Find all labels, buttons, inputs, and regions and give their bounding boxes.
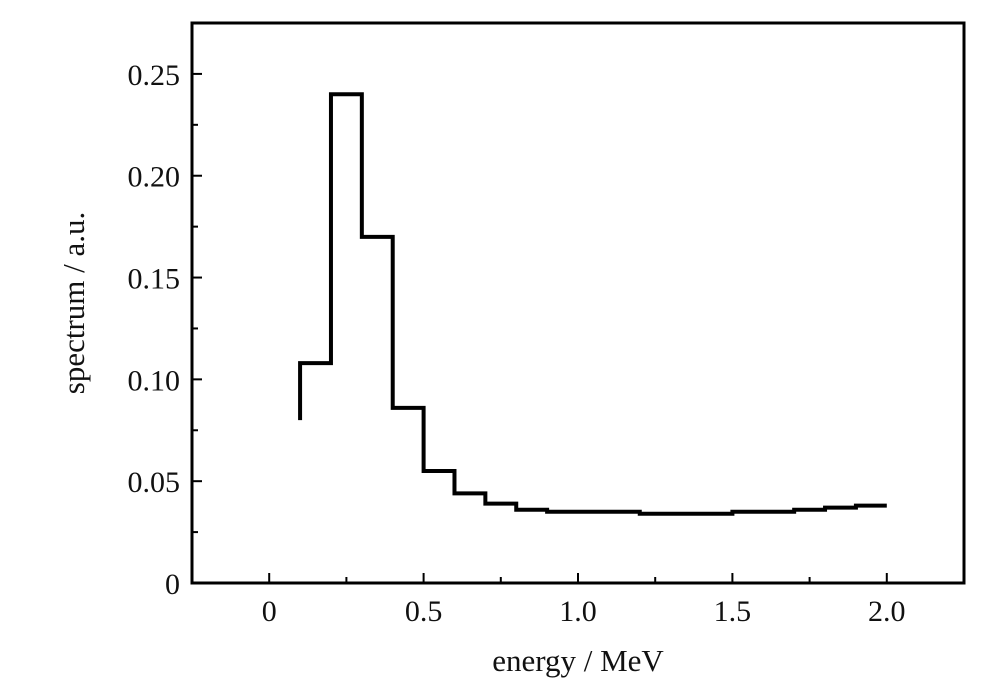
x-tick-label: 1.5	[714, 595, 752, 628]
y-tick-label: 0.20	[128, 161, 181, 194]
x-axis-title: energy / MeV	[492, 643, 664, 678]
y-tick-label: 0.05	[128, 466, 181, 499]
x-tick-label: 0.5	[405, 595, 443, 628]
y-tick-label: 0.10	[128, 364, 181, 397]
spectrum-step-line	[298, 92, 887, 516]
y-tick-label: 0.25	[128, 59, 181, 92]
y-tick-label: 0.15	[128, 263, 181, 296]
y-axis-ticks: 0 0.05 0.10 0.15 0.20 0.25	[128, 22, 202, 601]
x-tick-label: 2.0	[868, 595, 906, 628]
x-tick-label: 1.0	[559, 595, 597, 628]
x-axis-ticks: 0 0.5 1.0 1.5 2.0	[262, 573, 906, 628]
x-tick-label: 0	[262, 595, 277, 628]
y-axis-title: spectrum / a.u.	[56, 212, 91, 395]
plot-frame	[190, 21, 966, 585]
y-tick-label: 0	[165, 568, 180, 601]
